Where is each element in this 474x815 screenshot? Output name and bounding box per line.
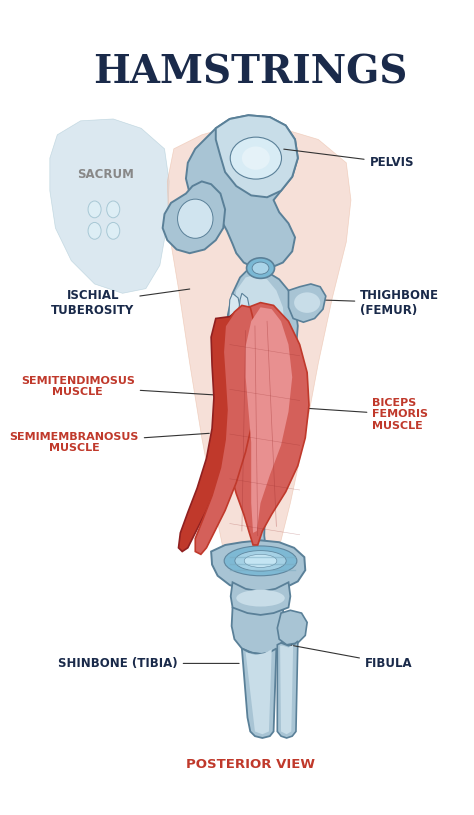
Ellipse shape xyxy=(107,201,120,218)
Polygon shape xyxy=(163,182,225,253)
Ellipse shape xyxy=(88,201,101,218)
Polygon shape xyxy=(229,293,242,350)
Text: SACRUM: SACRUM xyxy=(77,169,134,182)
Polygon shape xyxy=(167,126,351,643)
Text: SEMIMEMBRANOSUS
MUSCLE: SEMIMEMBRANOSUS MUSCLE xyxy=(9,432,210,453)
Polygon shape xyxy=(242,546,279,588)
Polygon shape xyxy=(225,302,309,545)
Ellipse shape xyxy=(236,590,285,606)
Polygon shape xyxy=(179,311,249,552)
Polygon shape xyxy=(186,115,298,268)
Text: PELVIS: PELVIS xyxy=(284,149,414,170)
Polygon shape xyxy=(227,268,298,588)
Text: FIBULA: FIBULA xyxy=(291,645,412,670)
Polygon shape xyxy=(50,119,169,293)
Polygon shape xyxy=(242,649,276,738)
Ellipse shape xyxy=(252,262,269,274)
Text: SHINBONE (TIBIA): SHINBONE (TIBIA) xyxy=(58,657,239,670)
Polygon shape xyxy=(232,602,285,654)
Polygon shape xyxy=(211,540,305,593)
Polygon shape xyxy=(246,650,272,734)
Polygon shape xyxy=(280,645,293,734)
Ellipse shape xyxy=(230,137,282,179)
Polygon shape xyxy=(238,293,251,350)
Polygon shape xyxy=(277,641,298,738)
Ellipse shape xyxy=(242,147,270,170)
Text: THIGHBONE
(FEMUR): THIGHBONE (FEMUR) xyxy=(319,289,439,316)
Ellipse shape xyxy=(235,551,286,571)
Ellipse shape xyxy=(246,258,274,279)
Ellipse shape xyxy=(224,546,297,575)
Text: SEMITENDIMOSUS
MUSCLE: SEMITENDIMOSUS MUSCLE xyxy=(21,376,227,398)
Ellipse shape xyxy=(107,222,120,240)
Polygon shape xyxy=(233,275,285,545)
Polygon shape xyxy=(246,307,292,533)
Polygon shape xyxy=(289,284,326,322)
Ellipse shape xyxy=(244,554,277,567)
Polygon shape xyxy=(277,610,307,645)
Text: BICEPS
FEMORIS
MUSCLE: BICEPS FEMORIS MUSCLE xyxy=(304,398,428,431)
Polygon shape xyxy=(195,306,258,554)
Polygon shape xyxy=(216,115,298,197)
Text: HAMSTRINGS: HAMSTRINGS xyxy=(93,53,408,91)
Text: ISCHIAL
TUBEROSITY: ISCHIAL TUBEROSITY xyxy=(51,289,190,316)
Ellipse shape xyxy=(178,199,213,238)
Ellipse shape xyxy=(294,293,320,313)
Text: POSTERIOR VIEW: POSTERIOR VIEW xyxy=(186,758,315,771)
Polygon shape xyxy=(231,582,291,615)
Ellipse shape xyxy=(88,222,101,240)
